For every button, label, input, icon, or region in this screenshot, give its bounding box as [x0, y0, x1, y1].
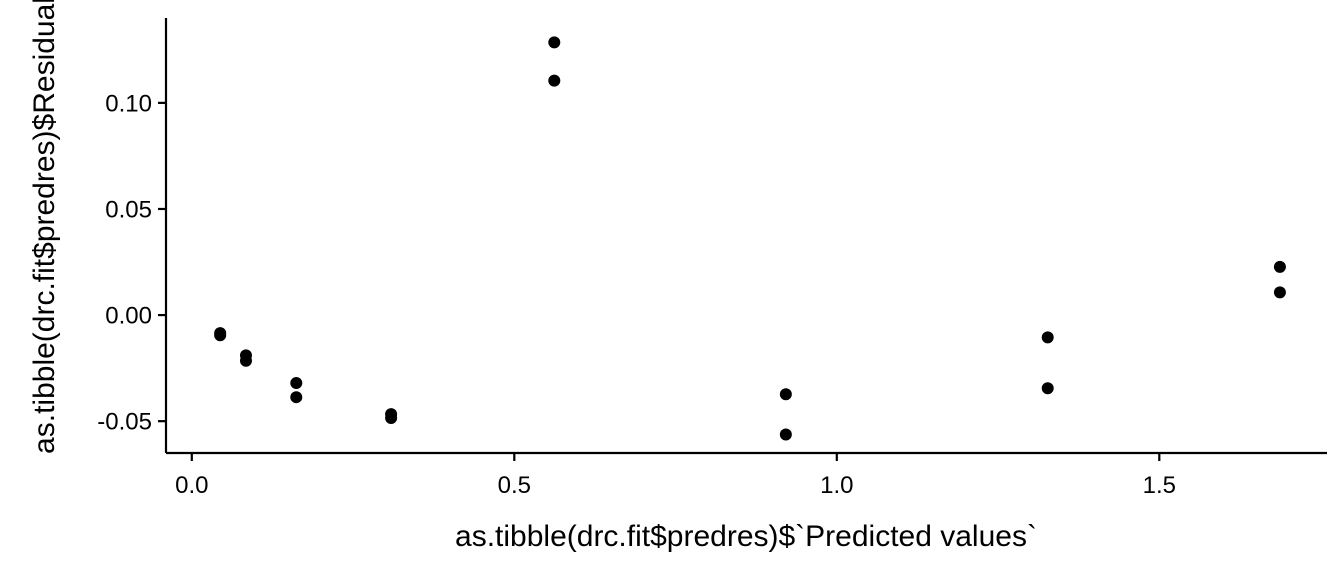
y-tick-label: 0.05	[105, 196, 152, 223]
data-point	[385, 411, 398, 424]
data-point	[290, 376, 303, 389]
x-tick-label: 1.5	[1143, 472, 1176, 499]
data-point	[779, 428, 792, 441]
x-tick-label: 0.5	[498, 472, 531, 499]
x-ticks-layer: 0.0 0.5 1.0 1.5	[175, 453, 1176, 499]
y-tick-label: -0.05	[97, 409, 152, 436]
y-tick-label: 0.00	[105, 303, 152, 330]
data-point	[239, 354, 252, 367]
x-tick-label: 1.0	[820, 472, 853, 499]
data-point	[1041, 331, 1054, 344]
data-point	[1273, 260, 1286, 273]
y-axis-title: as.tibble(drc.fit$predres)$Residuals	[28, 0, 61, 454]
x-axis-title: as.tibble(drc.fit$predres)$`Predicted va…	[455, 520, 1037, 553]
data-point	[779, 388, 792, 401]
y-tick-label: 0.10	[105, 90, 152, 117]
points-layer	[214, 36, 1286, 441]
data-point	[1273, 286, 1286, 299]
data-point	[548, 36, 561, 49]
data-point	[290, 391, 303, 404]
y-ticks-layer: -0.05 0.00 0.05 0.10	[97, 90, 166, 436]
data-point	[548, 74, 561, 87]
data-point	[214, 329, 227, 342]
x-tick-label: 0.0	[175, 472, 208, 499]
data-point	[1041, 382, 1054, 395]
